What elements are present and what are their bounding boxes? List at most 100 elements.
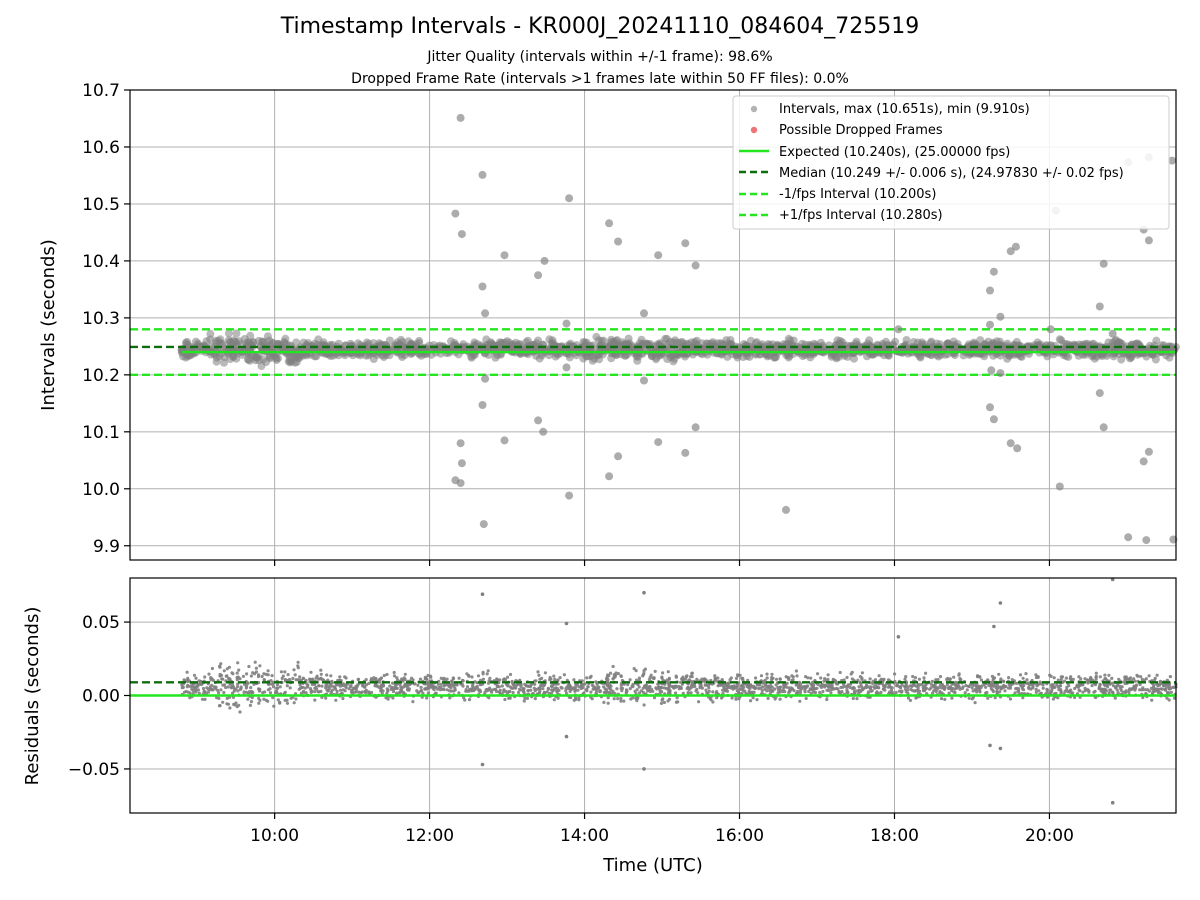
intervals-band-point (226, 355, 235, 364)
residuals-band-point (436, 682, 440, 686)
intervals-band-point (634, 352, 643, 361)
residuals-band-point (521, 686, 525, 690)
residuals-band-point (658, 691, 662, 695)
residuals-band-point (653, 669, 657, 674)
intervals-band-point (909, 338, 918, 346)
residuals-band-point (329, 674, 333, 678)
residuals-band-point (427, 680, 431, 684)
residuals-band-point (855, 697, 859, 701)
residuals-band-point (263, 690, 267, 694)
residuals-band-point (485, 672, 489, 676)
residuals-band-point (514, 686, 518, 690)
residuals-band-point (675, 696, 679, 700)
residuals-band-point (686, 686, 691, 690)
residuals-band-point (280, 676, 284, 681)
residuals-band-point (285, 701, 290, 705)
residuals-band-point (378, 677, 382, 681)
intervals-band-point (818, 343, 827, 352)
intervals-y-ticks: 9.9 10.0 10.1 10.2 10.3 10.4 10.5 10.6 10.7 (82, 81, 130, 557)
residuals-band-point (309, 670, 313, 674)
residuals-band-point (552, 674, 556, 678)
intervals-band-point (228, 339, 236, 348)
intervals-outlier-point (1095, 389, 1104, 398)
residuals-band-point (294, 678, 298, 682)
residuals-band-point (674, 691, 678, 695)
residuals-band-point (917, 677, 922, 681)
residuals-band-point (421, 691, 425, 695)
residuals-band-point (1009, 684, 1013, 688)
residuals-band-point (411, 678, 415, 682)
residuals-band-point (334, 683, 338, 687)
residuals-band-point (196, 688, 200, 692)
residuals-band-point (398, 682, 402, 687)
intervals-band-point (884, 341, 892, 350)
residuals-band-point (423, 677, 427, 681)
residuals-band-point (206, 687, 210, 691)
residuals-band-point (197, 691, 201, 695)
residuals-band-point (965, 688, 969, 692)
intervals-band-point (281, 334, 290, 343)
residuals-band-point (483, 690, 487, 695)
residuals-band-point (740, 691, 744, 695)
residuals-band-point (391, 696, 395, 700)
residuals-band-point (343, 684, 347, 688)
residuals-band-point (313, 682, 317, 687)
residuals-band-point (218, 665, 222, 669)
residuals-band-point (317, 684, 321, 688)
intervals-dense-band (177, 329, 1180, 370)
intervals-outlier-point (681, 239, 690, 248)
residuals-band-point (634, 669, 638, 673)
residuals-band-point (313, 686, 317, 690)
residuals-band-point (699, 682, 703, 687)
residuals-band-point (818, 690, 822, 695)
intervals-y-tick-label: 10.3 (82, 309, 120, 329)
residuals-band-point (822, 679, 826, 683)
residuals-band-point (334, 698, 338, 702)
residuals-band-point (1086, 688, 1090, 692)
residuals-band-point (580, 685, 584, 689)
residuals-band-point (1052, 676, 1056, 680)
intervals-outlier-point (605, 472, 614, 481)
residuals-band-point (914, 696, 918, 700)
residuals-band-point (1069, 677, 1073, 682)
residuals-band-point (510, 686, 515, 690)
residuals-band-point (550, 684, 555, 689)
residuals-band-point (809, 676, 813, 680)
residuals-band-point (924, 671, 928, 675)
residuals-band-point (796, 689, 800, 694)
residuals-band-point (299, 691, 303, 695)
residuals-band-point (313, 690, 317, 694)
residuals-band-point (996, 684, 1000, 688)
intervals-outlier-point (605, 219, 614, 228)
residuals-band-point (1010, 678, 1014, 682)
residuals-band-point (481, 672, 485, 676)
residuals-band-point (543, 671, 548, 675)
residuals-band-point (254, 666, 258, 670)
legend-label-minus-fps: -1/fps Interval (10.200s) (779, 187, 936, 202)
residuals-band-point (247, 690, 252, 694)
residuals-band-point (1122, 680, 1126, 684)
residuals-band-point (845, 675, 849, 680)
intervals-outlier-point (987, 366, 996, 375)
residuals-band-point (311, 677, 315, 681)
residuals-band-point (278, 700, 282, 705)
residuals-band-point (572, 687, 576, 691)
residuals-band-point (631, 682, 635, 687)
residuals-band-point (883, 688, 887, 692)
intervals-outlier-point (481, 309, 490, 318)
residuals-band-point (548, 675, 552, 680)
residuals-band-point (473, 687, 477, 691)
intervals-outlier-point (1046, 325, 1055, 334)
residuals-band-point (443, 683, 447, 687)
intervals-outlier-point (1095, 302, 1104, 311)
residuals-band-point (1163, 687, 1167, 692)
residuals-band-point (219, 662, 223, 666)
residuals-band-point (998, 690, 1002, 694)
residuals-band-point (1124, 690, 1128, 695)
residuals-band-point (889, 688, 894, 692)
residuals-band-point (262, 678, 266, 682)
intervals-band-point (965, 342, 974, 351)
residuals-band-point (317, 690, 321, 694)
residuals-band-point (250, 689, 254, 694)
intervals-band-point (998, 341, 1007, 350)
